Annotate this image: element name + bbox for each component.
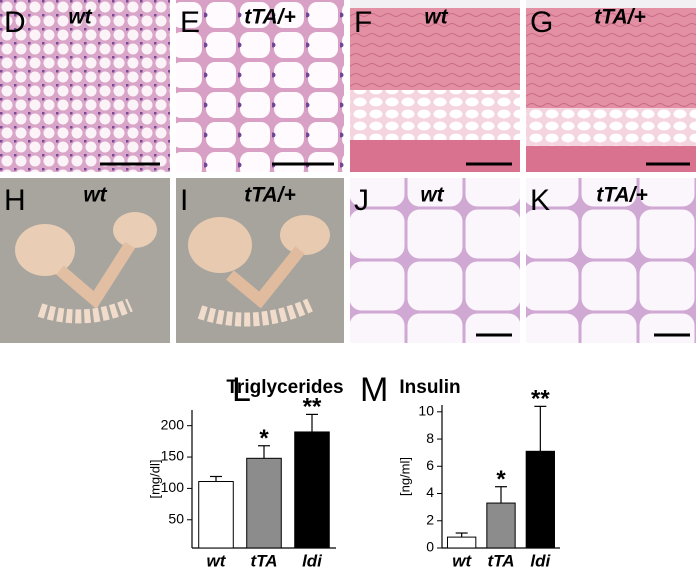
panel-k: K tTA/+ [526, 178, 696, 343]
y-tick-label: 150 [161, 448, 185, 464]
panel-d: D wt [0, 0, 170, 172]
panel-label: wt [68, 6, 92, 29]
panel-g: G tTA/+ [526, 0, 696, 172]
y-tick-label: 2 [426, 511, 434, 527]
panel-f: F wt [350, 0, 520, 172]
bar [447, 536, 477, 549]
y-tick-label: 4 [426, 484, 434, 500]
panel-letter: E [180, 6, 200, 39]
y-tick-label: 6 [426, 457, 434, 473]
panel-label: wt [424, 6, 448, 29]
y-axis-label: [mg/dl] [147, 459, 162, 498]
x-tick-label: ldi [302, 551, 323, 570]
bar [486, 502, 516, 549]
y-tick-label: 200 [161, 416, 185, 432]
significance-mark: * [259, 425, 269, 452]
y-axis-label: [ng/ml] [397, 457, 412, 496]
panel-letter: D [4, 6, 26, 39]
bar [525, 450, 555, 549]
y-tick-label: 100 [161, 479, 185, 495]
panel-j: J wt [350, 178, 520, 343]
x-tick-label: ldi [530, 551, 551, 570]
panel-label: tTA/+ [596, 184, 648, 207]
chart-title: Triglycerides [226, 377, 343, 398]
y-tick-label: 50 [168, 510, 184, 526]
significance-mark: ** [531, 386, 550, 413]
y-tick-label: 10 [418, 403, 434, 419]
chart-title: Insulin [399, 377, 460, 398]
panel-letter: J [354, 184, 369, 217]
panel-label: tTA/+ [244, 184, 296, 207]
x-tick-label: tTA [250, 551, 277, 570]
significance-mark: ** [303, 394, 322, 421]
y-tick-label: 8 [426, 430, 434, 446]
panel-letter: F [354, 6, 372, 39]
y-tick-label: 0 [426, 539, 434, 555]
chart-letter: M [360, 371, 388, 409]
panel-i: I tTA/+ [176, 178, 344, 343]
panel-letter: H [4, 184, 26, 217]
bar [246, 457, 282, 549]
x-tick-label: wt [207, 551, 227, 570]
panel-label: wt [420, 184, 444, 207]
bar [198, 481, 234, 549]
significance-mark: * [496, 466, 506, 493]
panel-label: tTA/+ [244, 6, 296, 29]
chart-letter: L [232, 371, 251, 409]
panel-letter: G [530, 6, 553, 39]
panel-letter: K [530, 184, 550, 217]
x-tick-label: tTA [487, 551, 514, 570]
panel-h: H wt [0, 178, 170, 343]
panel-e: E tTA/+ [176, 0, 344, 172]
panel-label: wt [83, 184, 107, 207]
panel-label: tTA/+ [594, 6, 646, 29]
x-tick-label: wt [452, 551, 472, 570]
bar [294, 431, 330, 549]
panel-letter: I [180, 184, 188, 217]
